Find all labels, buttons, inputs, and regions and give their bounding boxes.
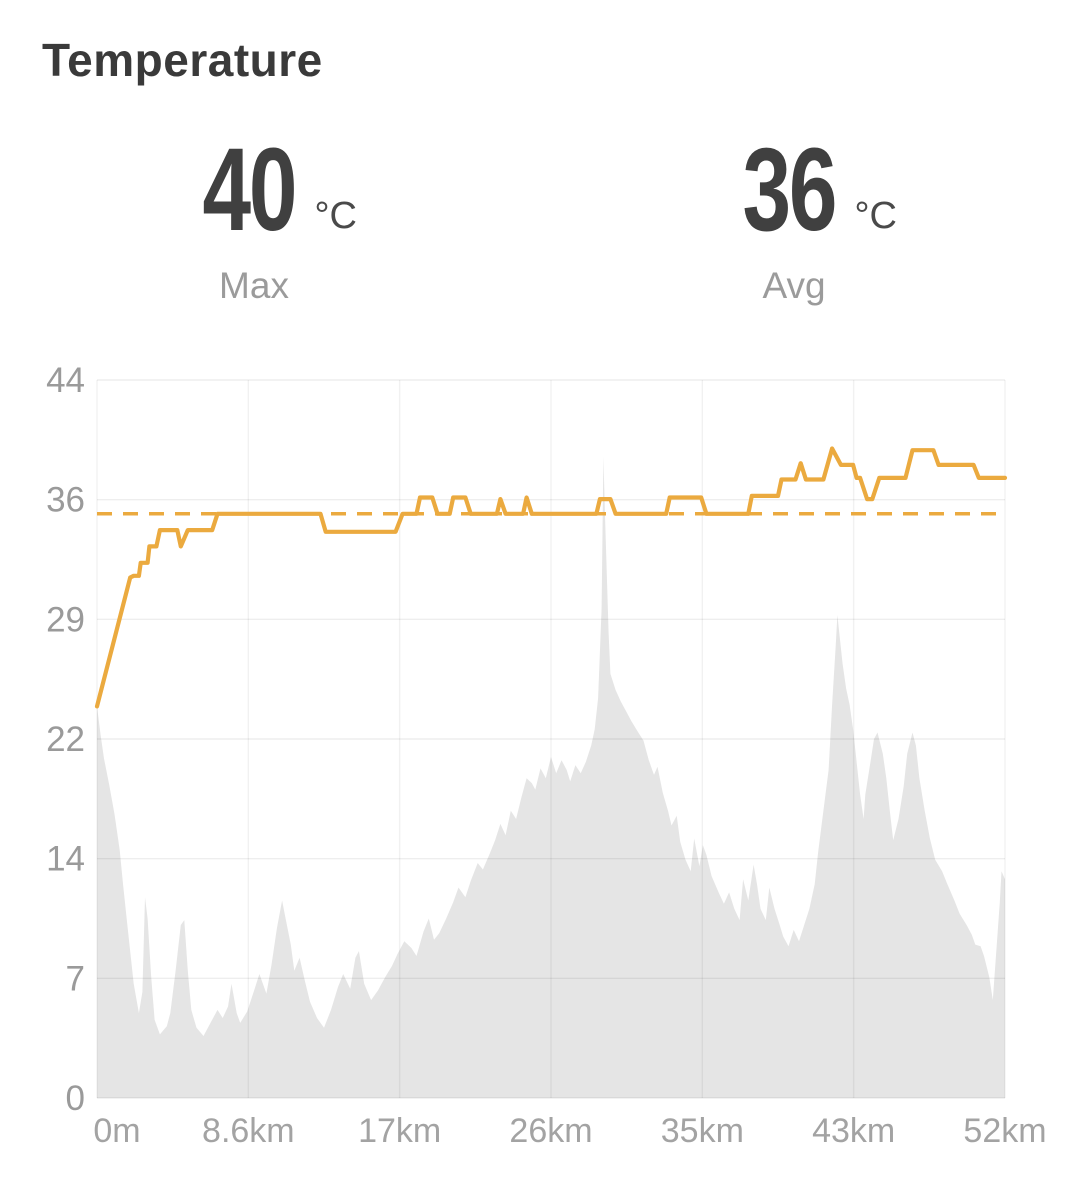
stat-max: 40 °C Max xyxy=(0,123,540,307)
stat-avg-unit: °C xyxy=(854,194,897,237)
y-axis-label: 44 xyxy=(46,361,85,400)
stat-avg-value: 36 xyxy=(742,123,838,256)
x-axis-label: 43km xyxy=(812,1112,895,1150)
x-axis-label: 26km xyxy=(509,1112,592,1150)
y-axis-label: 36 xyxy=(46,481,85,520)
stat-avg-label: Avg xyxy=(762,264,826,306)
x-axis-label: 52km xyxy=(963,1112,1046,1150)
x-axis-label: 8.6km xyxy=(202,1112,295,1150)
stats-row: 40 °C Max 36 °C Avg xyxy=(0,123,1080,307)
y-axis-label: 7 xyxy=(66,959,85,998)
stat-max-label: Max xyxy=(219,264,289,306)
stat-avg-value-row: 36 °C xyxy=(723,123,897,256)
temperature-chart[interactable]: 44 36 29 22 14 7 0 0m 8.6km 17km 26km 35km 43km 52km xyxy=(0,353,1080,1189)
y-axis-label: 14 xyxy=(46,840,85,879)
y-axis-label: 29 xyxy=(46,600,85,639)
x-axis-label: 35km xyxy=(661,1112,744,1150)
x-axis-label: 0m xyxy=(93,1112,140,1150)
y-axis-label: 22 xyxy=(46,720,85,759)
y-axis-label: 0 xyxy=(66,1079,85,1118)
stat-max-value: 40 xyxy=(202,123,298,256)
stat-max-unit: °C xyxy=(314,194,357,237)
page-title: Temperature xyxy=(42,34,323,86)
elevation-area xyxy=(97,456,1005,1098)
temperature-line xyxy=(94,446,1008,709)
temperature-chart-svg[interactable]: 44 36 29 22 14 7 00m 8.6km 17km 26km 35km 43km 52km xyxy=(0,353,1080,1189)
stat-avg: 36 °C Avg xyxy=(540,123,1080,307)
stat-max-value-row: 40 °C xyxy=(183,123,357,256)
x-axis-label: 17km xyxy=(358,1112,441,1150)
